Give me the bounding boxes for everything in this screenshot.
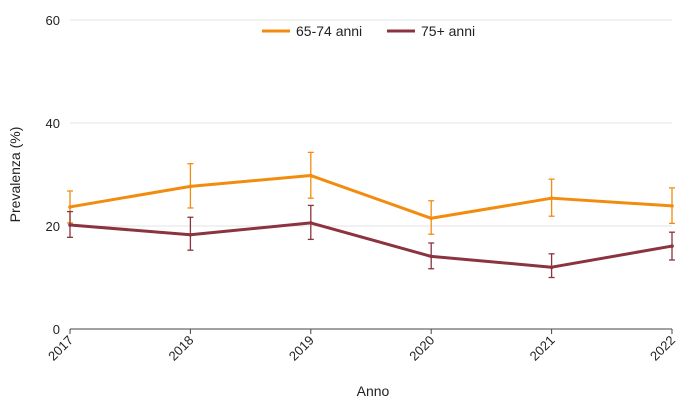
gridlines <box>70 19 672 227</box>
data-point <box>309 221 313 225</box>
x-axis-title: Anno <box>357 383 390 399</box>
x-tick-2017: 2017 <box>45 333 76 364</box>
y-tick-60: 60 <box>46 13 60 28</box>
data-point <box>670 204 674 208</box>
data-point <box>429 216 434 221</box>
y-axis-title: Prevalenza (%) <box>7 127 23 223</box>
data-point <box>188 232 193 237</box>
series-0 <box>67 151 675 235</box>
series-group <box>67 151 675 279</box>
data-point <box>188 184 193 189</box>
data-point <box>549 265 554 270</box>
data-point <box>309 173 313 178</box>
x-tick-2020: 2020 <box>406 333 437 364</box>
x-tick-2022: 2022 <box>647 333 677 364</box>
y-tick-labels: 0 20 40 60 <box>46 13 60 337</box>
series-line <box>68 221 674 269</box>
data-point <box>549 196 554 200</box>
x-tick-2019: 2019 <box>286 333 317 364</box>
series-line <box>68 174 674 220</box>
legend-label: 65-74 anni <box>296 23 362 39</box>
data-point <box>670 244 674 248</box>
data-point <box>429 254 434 259</box>
data-point <box>68 223 72 227</box>
y-tick-20: 20 <box>46 219 60 234</box>
data-point <box>68 205 72 209</box>
legend-label: 75+ anni <box>421 23 475 39</box>
legend: 65-74 anni 75+ anni <box>262 23 475 39</box>
x-tick-2018: 2018 <box>165 333 196 364</box>
x-tick-labels: 2017 2018 2019 2020 2021 2022 <box>45 329 677 364</box>
y-tick-0: 0 <box>53 322 60 337</box>
y-tick-40: 40 <box>46 116 60 131</box>
series-1 <box>67 204 675 279</box>
x-tick-2021: 2021 <box>527 333 558 364</box>
